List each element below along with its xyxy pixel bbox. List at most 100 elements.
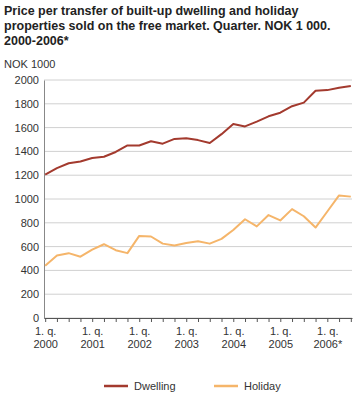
title: properties sold on the free market. Quar…: [4, 19, 331, 33]
title: Price per transfer of built-up dwelling …: [4, 4, 299, 18]
x-tick-mark: [316, 318, 317, 322]
x-tick-label: 1. q.2003: [175, 325, 199, 350]
y-tick: 1400: [15, 145, 44, 157]
grid-line: [44, 270, 352, 271]
x-tick-label: 1. q.2001: [80, 325, 104, 350]
x-tick: [174, 318, 175, 322]
grid: [44, 80, 352, 318]
x-tick-mark: [269, 318, 270, 322]
x-tick-mark: [339, 318, 340, 322]
x-tick: [151, 318, 152, 322]
x-tick-label: 1. q.2006*: [313, 325, 342, 350]
x-tick-mark: [233, 318, 234, 322]
x-tick: [198, 318, 199, 322]
x-tick-mark: [104, 318, 105, 322]
y-tick-label: 600: [21, 241, 39, 253]
grid-line: [44, 151, 352, 152]
x-tick-mark: [198, 318, 199, 322]
y-tick: 1200: [15, 169, 44, 181]
y-tick: 1600: [15, 122, 44, 134]
x-tick-mark: [174, 318, 175, 322]
y-tick-label: 1000: [15, 193, 39, 205]
y-tick: 1000: [15, 193, 44, 205]
x-tick-mark: [139, 318, 140, 322]
x-tick-mark: [245, 318, 246, 322]
x-tick-mark: [304, 318, 305, 322]
x-tick-mark: [116, 318, 117, 322]
y-tick-label: 800: [21, 217, 39, 229]
x-tick: [269, 318, 270, 322]
x-tick: 1. q.2000: [33, 318, 57, 350]
x-tick: [316, 318, 317, 322]
y-tick-label: 200: [21, 288, 39, 300]
x-tick-mark: [327, 318, 328, 322]
x-tick: [210, 318, 211, 322]
x-tick-label: 1. q.2000: [33, 325, 57, 350]
x-tick-mark: [210, 318, 211, 322]
x-tick-label: 1. q.2002: [127, 325, 151, 350]
series-group: [45, 86, 351, 266]
x-tick: [69, 318, 70, 322]
x-tick-mark: [92, 318, 93, 322]
plot: 0 200 400 600 800 1000 1200 1400 1600 1800 2000 1. …: [15, 74, 353, 350]
x-tick-mark: [351, 318, 352, 322]
legend-swatch: [214, 385, 238, 388]
x-tick: [222, 318, 223, 322]
y-tick-label: 400: [21, 264, 39, 276]
grid-line: [44, 127, 352, 128]
x-tick-label: 1. q.2005: [269, 325, 293, 350]
x-tick: [57, 318, 58, 322]
x-tick: 1. q.2002: [127, 318, 151, 350]
x-tick: [80, 318, 81, 322]
x-tick: 1. q.2004: [222, 318, 246, 350]
x-axis: 1. q.2000 1. q.2001 1. q.2002 1. q.2003 1. q…: [33, 318, 352, 350]
y-axis: 0 200 400 600 800 1000 1200 1400 1600 1800 2000: [15, 74, 45, 324]
x-tick: 1. q.2005: [269, 318, 293, 350]
grid-line: [44, 80, 352, 81]
y-tick: 200: [21, 288, 44, 300]
legend-swatch: [104, 385, 128, 388]
y-tick: 0: [33, 312, 44, 324]
grid-line: [44, 175, 352, 176]
x-tick-mark: [257, 318, 258, 322]
y-axis-line: [44, 81, 45, 319]
x-tick: 1. q.2001: [80, 318, 104, 350]
x-tick: [304, 318, 305, 322]
y-tick: 2000: [15, 74, 44, 86]
chart: Price per transfer of built-up dwelling …: [0, 0, 362, 400]
x-tick-label: 1. q.2004: [222, 325, 246, 350]
x-tick-mark: [151, 318, 152, 322]
y-tick-label: 1600: [15, 122, 39, 134]
title: 2000-2006*: [4, 34, 69, 48]
y-tick: 600: [21, 241, 44, 253]
y-tick: 800: [21, 217, 44, 229]
x-tick: [257, 318, 258, 322]
x-tick: [339, 318, 340, 322]
x-tick-mark: [127, 318, 128, 322]
x-tick: 1. q.2006*: [313, 318, 342, 350]
x-tick-mark: [57, 318, 58, 322]
x-tick-mark: [69, 318, 70, 322]
grid-line: [44, 199, 352, 200]
x-tick: [104, 318, 105, 322]
y-tick-label: 0: [33, 312, 39, 324]
grid-line: [44, 103, 352, 104]
x-tick-mark: [163, 318, 164, 322]
x-tick: [116, 318, 117, 322]
y-axis-title: NOK 1000: [4, 58, 55, 70]
y-tick-label: 1400: [15, 145, 39, 157]
x-tick-mark: [280, 318, 281, 322]
y-tick: 1800: [15, 98, 44, 110]
legend-label: Dwelling: [134, 380, 176, 392]
x-tick: [163, 318, 164, 322]
grid-line: [44, 246, 352, 247]
x-tick-mark: [222, 318, 223, 322]
x-tick-mark: [292, 318, 293, 322]
legend: DwellingHoliday: [104, 380, 281, 392]
y-tick-label: 2000: [15, 74, 39, 86]
x-tick: [127, 318, 128, 322]
x-tick: 1. q.2003: [175, 318, 199, 350]
line: [45, 86, 351, 175]
y-tick-label: 1800: [15, 98, 39, 110]
x-tick: [292, 318, 293, 322]
